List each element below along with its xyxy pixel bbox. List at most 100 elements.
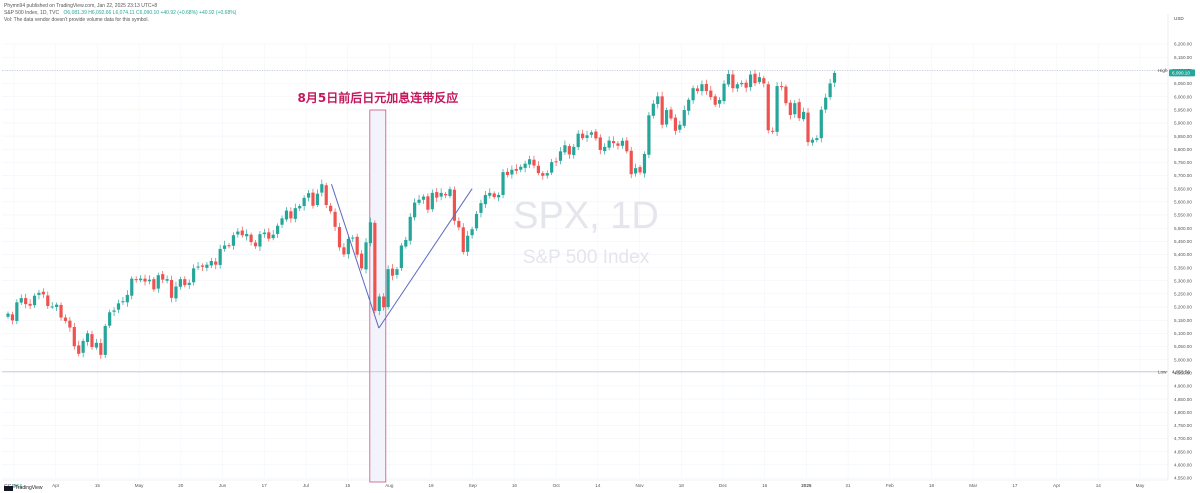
candle [134,276,138,283]
y-tick-label: 4,900.00 [1174,384,1192,389]
x-tick-label: 21 [846,483,852,488]
candle-body [41,291,45,295]
candle-body [497,194,501,198]
y-tick-label: 4,950.00 [1174,370,1192,375]
candle-body [788,102,792,116]
candle-body [377,296,381,311]
candle [611,136,616,148]
chart-header: Phymn94 published on TradingView.com, Ja… [4,3,239,24]
candle-body [545,173,549,176]
candle-body [461,227,465,253]
tradingview-logo[interactable]: TradingView [4,485,43,491]
candle [505,168,510,178]
candle [413,198,417,221]
candle [735,82,739,92]
candle [342,242,346,258]
candle-body [408,216,412,241]
candle [364,238,368,274]
candle-body [6,313,10,317]
candle-body [231,235,236,246]
candle-body [625,140,629,152]
x-tick-label: May [135,483,144,488]
candle [527,155,532,169]
x-tick-label: Feb [886,483,894,488]
candle [161,270,165,284]
candle [121,297,125,305]
x-tick-label: 17 [1012,483,1018,488]
candle [439,188,443,201]
candle [218,244,222,269]
candle-body [342,247,346,255]
candle [298,203,302,212]
candle-body [611,141,616,144]
candle [306,189,311,202]
x-tick-label: 18 [929,483,935,488]
candle-body [174,286,178,299]
candle [514,164,518,175]
candle [492,191,496,200]
low-value: 4,953.56 [1172,370,1190,375]
candle-body [483,194,487,205]
candle [63,314,68,324]
candle [810,137,815,146]
y-tick-label: 5,600.00 [1174,200,1192,205]
candle [85,330,90,346]
candle-body [514,168,518,171]
candle [245,229,249,241]
candle [324,182,328,209]
candle [284,207,289,222]
y-tick-label: 4,800.00 [1174,410,1192,415]
candle [227,242,231,249]
candle-body [541,173,545,176]
symbol-name[interactable]: S&P 500 Index, 1D, TVC [4,10,60,16]
candle-body [306,193,311,198]
candle [315,189,319,208]
candle [660,91,664,129]
candle-body [81,340,85,353]
candle-body [152,279,156,290]
candle [430,189,434,212]
candle [828,78,832,100]
candle [130,276,134,300]
candle-body [19,298,23,303]
candle-body [24,298,28,305]
candle [740,80,744,87]
candle-body [289,211,293,219]
candle-body [505,171,510,175]
candle-body [766,84,770,131]
y-tick-label: 5,350.00 [1174,265,1192,270]
candle-body [806,112,810,143]
candle [37,289,41,300]
candle-body [651,103,655,116]
watermark-symbol: SPX, 1D [513,195,659,237]
candle-body [457,221,461,228]
candle [108,309,112,329]
candle-body [417,199,421,203]
y-tick-label: 5,250.00 [1174,292,1192,297]
candle-body [125,294,129,303]
candle-body [293,208,297,219]
candle [443,191,448,199]
candle [103,323,107,359]
candle-body [134,279,138,281]
candle [519,164,523,173]
candle [116,299,121,314]
candle [722,80,726,105]
x-tick-label: 2025 [801,483,812,488]
candle-body [404,239,408,247]
candle-body [187,282,191,285]
y-tick-label: 5,000.00 [1174,357,1192,362]
candle [510,165,514,179]
candle [50,302,54,309]
candle-body [726,73,731,85]
candle-body [156,275,160,289]
candle [616,141,620,150]
candle-body [532,159,536,166]
candle [152,277,156,292]
y-tick-label: 6,050.00 [1174,81,1192,86]
candle [651,100,655,119]
y-tick-label: 4,550.00 [1174,476,1192,481]
candle-body [364,242,368,270]
candle-body [700,84,704,92]
